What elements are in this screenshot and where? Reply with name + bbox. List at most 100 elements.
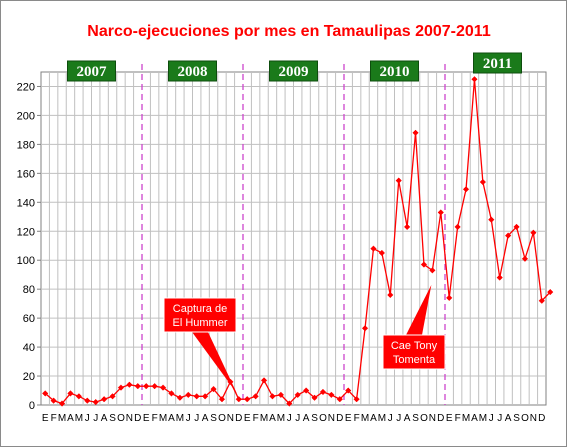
data-point [286, 400, 293, 407]
data-point [395, 177, 402, 184]
data-point [75, 393, 83, 400]
data-point [471, 76, 478, 83]
data-point [513, 223, 520, 231]
x-tick-label: M [277, 413, 285, 424]
x-tick-label: J [295, 413, 300, 424]
data-point [488, 216, 495, 223]
data-point [353, 396, 360, 403]
x-tick-label: N [429, 413, 436, 424]
x-tick-label: A [269, 413, 276, 424]
x-tick-label: F [354, 413, 360, 424]
data-point [50, 397, 57, 404]
x-tick-label: O [521, 413, 529, 424]
y-tick-label: 20 [23, 371, 35, 383]
data-point [117, 384, 125, 391]
x-tick-label: S [210, 413, 217, 424]
data-point [336, 396, 343, 403]
year-label: 2008 [178, 64, 208, 80]
data-point [244, 396, 251, 403]
x-tick-label: M [462, 413, 470, 424]
callout-text: El Hummer [172, 317, 227, 329]
callout-text: Cae Tony [391, 340, 438, 352]
x-tick-label: D [437, 413, 444, 424]
data-point [260, 377, 268, 384]
x-tick-label: E [143, 413, 150, 424]
x-tick-label: A [101, 413, 108, 424]
y-tick-label: 160 [17, 168, 35, 180]
data-point [277, 391, 285, 399]
year-box-bg [67, 60, 116, 82]
data-point [378, 249, 386, 257]
x-tick-label: A [404, 413, 411, 424]
data-point [496, 274, 503, 281]
data-point [185, 391, 192, 399]
y-tick-label: 60 [23, 313, 35, 325]
year-label-box: 2009 [269, 60, 318, 82]
x-tick-label: M [361, 413, 369, 424]
x-tick-label: A [370, 413, 377, 424]
data-point [412, 129, 419, 136]
year-label: 2009 [279, 64, 309, 80]
x-tick-label: E [244, 413, 251, 424]
x-tick-label: O [319, 413, 327, 424]
data-point [109, 393, 116, 400]
data-point [252, 393, 259, 400]
x-tick-label: F [455, 413, 461, 424]
x-tick-label: J [93, 413, 98, 424]
data-point [193, 393, 200, 400]
data-point [454, 223, 461, 231]
x-tick-label: A [303, 413, 310, 424]
data-point [420, 261, 428, 268]
y-tick-label: 80 [23, 284, 35, 296]
data-point [530, 229, 537, 236]
x-tick-label: A [471, 413, 478, 424]
data-point [311, 394, 318, 401]
x-tick-label: M [58, 413, 66, 424]
year-box-bg [168, 60, 217, 82]
x-tick-label: M [260, 413, 268, 424]
x-tick-label: J [497, 413, 502, 424]
y-tick-label: 180 [17, 139, 35, 151]
x-tick-label: S [513, 413, 520, 424]
x-tick-label: E [42, 413, 49, 424]
annotation-callout: Captura de El Hummer [163, 297, 237, 394]
callout-pointer [406, 284, 432, 335]
y-tick-label: 120 [17, 226, 35, 238]
data-point [328, 391, 335, 399]
year-label-box: 2008 [168, 60, 217, 82]
x-tick-label: O [218, 413, 226, 424]
annotation-callout: Cae Tony Tomenta [382, 284, 446, 370]
data-point [92, 398, 99, 406]
x-tick-label: E [446, 413, 453, 424]
y-tick-label: 40 [23, 342, 35, 354]
chart-title: Narco-ejecuciones por mes en Tamaulipas … [87, 23, 491, 40]
data-point [361, 325, 369, 332]
x-tick-label: N [227, 413, 234, 424]
data-point [319, 388, 327, 396]
x-tick-label: M [479, 413, 487, 424]
x-tick-label: F [152, 413, 158, 424]
data-point [345, 387, 352, 394]
x-tick-label: O [420, 413, 428, 424]
data-point [269, 393, 276, 400]
x-tick-label: D [235, 413, 242, 424]
data-point [201, 393, 209, 400]
data-point [479, 178, 487, 186]
year-label-box: 2011 [473, 52, 522, 74]
x-tick-label: A [202, 413, 209, 424]
x-tick-label: J [287, 413, 292, 424]
data-point [370, 245, 377, 252]
data-point [67, 390, 74, 397]
x-tick-label: O [117, 413, 125, 424]
year-box-bg [370, 60, 419, 82]
x-tick-label: F [253, 413, 259, 424]
data-point [134, 383, 141, 390]
x-tick-label: F [51, 413, 57, 424]
x-tick-label: N [328, 413, 335, 424]
data-point [387, 291, 394, 299]
x-tick-label: M [378, 413, 386, 424]
x-tick-label: S [109, 413, 116, 424]
data-point [538, 297, 545, 304]
y-tick-label: 220 [17, 81, 35, 93]
